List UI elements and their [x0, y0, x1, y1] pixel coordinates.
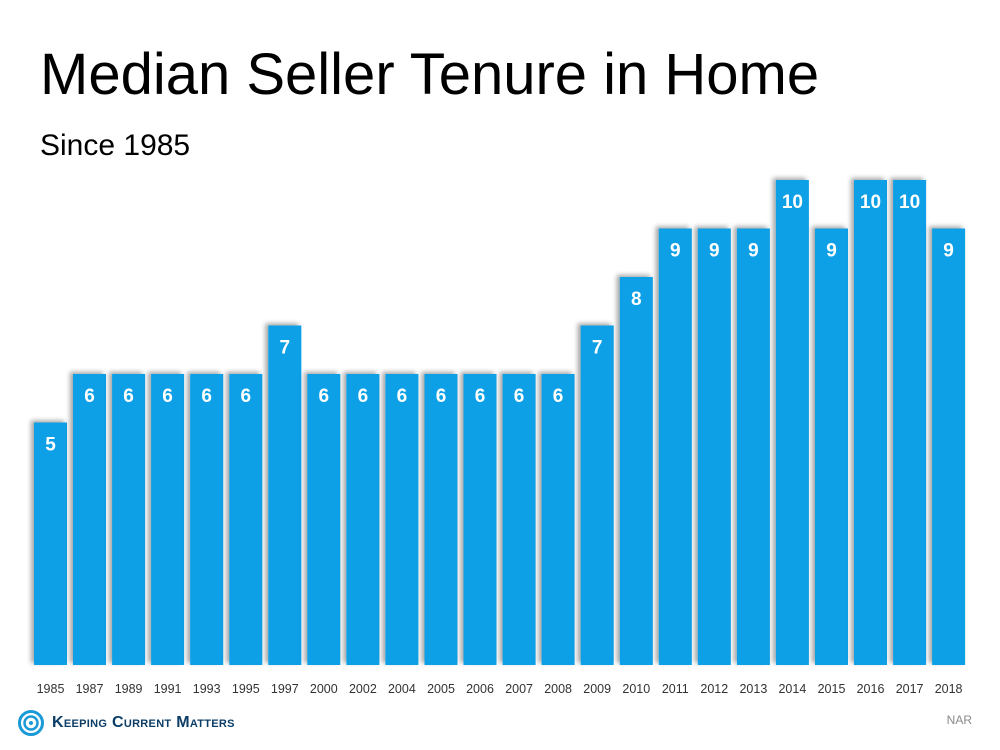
bar-2009	[580, 325, 614, 665]
data-label-2006: 6	[475, 386, 486, 407]
x-tick-2009: 2009	[583, 682, 611, 696]
spiral-logo-icon	[18, 710, 44, 736]
x-tick-2014: 2014	[778, 682, 806, 696]
data-label-2000: 6	[319, 386, 330, 407]
x-tick-2017: 2017	[896, 682, 924, 696]
bar-1995	[229, 374, 263, 665]
data-label-2004: 6	[397, 386, 408, 407]
source-label: NAR	[946, 713, 972, 727]
data-label-1987: 6	[84, 386, 95, 407]
bar-2010	[619, 277, 653, 665]
data-label-1997: 7	[280, 338, 291, 359]
x-tick-2000: 2000	[310, 682, 338, 696]
data-label-2016: 10	[860, 192, 881, 213]
bar-2005	[424, 374, 458, 665]
data-label-2015: 9	[826, 241, 837, 262]
data-label-2008: 6	[553, 386, 564, 407]
data-label-2014: 10	[782, 192, 803, 213]
chart-subtitle: Since 1985	[40, 129, 191, 162]
data-label-2007: 6	[514, 386, 525, 407]
x-tick-2006: 2006	[466, 682, 494, 696]
x-tick-1989: 1989	[115, 682, 143, 696]
chart-title: Median Seller Tenure in Home	[40, 42, 820, 107]
data-label-2012: 9	[709, 241, 720, 262]
data-label-1985: 5	[45, 435, 56, 456]
data-label-2017: 10	[899, 192, 920, 213]
x-tick-1997: 1997	[271, 682, 299, 696]
data-label-2011: 9	[670, 241, 681, 262]
x-tick-2004: 2004	[388, 682, 416, 696]
data-label-2002: 6	[358, 386, 369, 407]
x-tick-2015: 2015	[818, 682, 846, 696]
data-label-1991: 6	[162, 386, 173, 407]
bar-1987	[73, 374, 106, 665]
bar-2016	[854, 180, 887, 665]
brand-name: Keeping Current Matters	[52, 714, 235, 731]
data-label-1989: 6	[123, 386, 134, 407]
x-tick-2011: 2011	[662, 682, 689, 696]
data-label-2013: 9	[748, 241, 759, 262]
bar-2007	[502, 374, 536, 665]
bar-1989	[112, 374, 146, 665]
bar-2004	[385, 374, 419, 665]
bar-chart: 5 6 6 6 6 6 7 6 6 6 6 6 6 6 7 8 9 9 9 10 9 10 10 9 1985 1987 1989…	[34, 180, 966, 696]
bar-2014	[775, 180, 809, 665]
x-tick-1993: 1993	[193, 682, 221, 696]
brand-logo: Keeping Current Matters	[18, 710, 235, 736]
bar-2015	[815, 228, 848, 665]
data-label-1995: 6	[241, 386, 252, 407]
bar-2008	[541, 374, 575, 665]
x-tick-2002: 2002	[349, 682, 377, 696]
bar-1991	[151, 374, 185, 665]
data-label-2005: 6	[436, 386, 447, 407]
data-label-2018: 9	[943, 241, 954, 262]
bar-1985	[34, 422, 67, 665]
x-tick-2008: 2008	[544, 682, 572, 696]
bar-2013	[736, 228, 770, 665]
data-label-2009: 7	[592, 338, 603, 359]
x-tick-2005: 2005	[427, 682, 455, 696]
x-tick-2012: 2012	[700, 682, 728, 696]
bar-1997	[268, 325, 302, 665]
x-tick-2007: 2007	[505, 682, 533, 696]
bar-2018	[932, 228, 966, 665]
x-tick-2010: 2010	[622, 682, 650, 696]
data-label-2010: 8	[631, 289, 642, 310]
bar-2011	[658, 228, 692, 665]
x-tick-1987: 1987	[76, 682, 104, 696]
x-tick-1991: 1991	[154, 682, 182, 696]
x-tick-2013: 2013	[739, 682, 767, 696]
x-tick-1995: 1995	[232, 682, 260, 696]
x-tick-2016: 2016	[857, 682, 885, 696]
bar-2017	[893, 180, 927, 665]
bar-2000	[307, 374, 341, 665]
bar-2012	[697, 228, 731, 665]
x-tick-1985: 1985	[37, 682, 65, 696]
x-tick-2018: 2018	[935, 682, 963, 696]
data-label-1993: 6	[201, 386, 212, 407]
bar-2006	[463, 374, 497, 665]
bar-1993	[190, 374, 224, 665]
bar-2002	[346, 374, 380, 665]
